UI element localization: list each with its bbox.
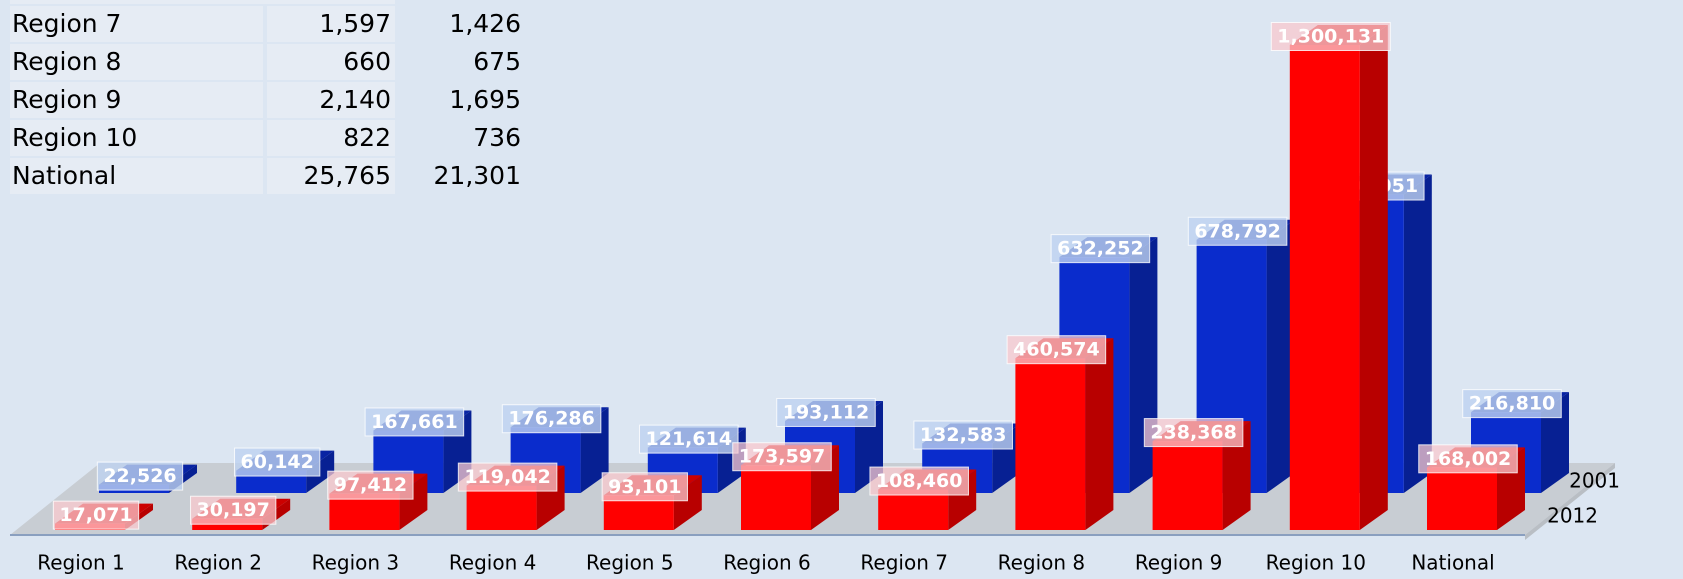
table-cell [10,158,263,194]
table-cell [10,120,263,156]
value-label: 193,112 [783,401,870,423]
bar-side [1359,25,1388,530]
value-label: 22,526 [103,465,176,487]
table-cell [267,6,395,42]
x-tick-label: Region 2 [174,551,262,575]
value-label-box [639,424,739,454]
x-tick-label: Region 6 [723,551,811,575]
value-label: 1,300,131 [1277,26,1384,48]
table-label: Region 10 [12,123,137,152]
value-label-box [913,420,1013,450]
value-label: 108,460 [876,470,963,492]
x-tick-label: Region 5 [586,551,674,575]
table-cell [267,120,395,156]
bar [1015,358,1086,530]
bar [1427,467,1497,530]
table-label: Region 9 [12,85,121,114]
value-label-box [1050,234,1151,264]
bar-side [1403,174,1432,494]
value-label-box [1187,216,1288,246]
table-value: 822 [343,123,391,152]
value-label-box [1270,22,1391,51]
value-label: 17,071 [59,504,132,526]
table-value: 660 [343,47,391,76]
table-cell [267,44,395,80]
x-tick-label: Region 7 [860,551,948,575]
value-label: 176,286 [508,408,595,430]
table-value: 2,140 [319,85,391,114]
depth-label: 2012 [1547,504,1598,528]
value-label: 632,252 [1057,238,1144,260]
value-label-box [234,447,321,477]
value-label: 460,574 [1013,339,1100,361]
table-label: Region 7 [12,9,121,38]
table-value: 675 [473,47,521,76]
table-value: 736 [473,123,521,152]
value-label: 678,792 [1194,220,1281,242]
value-label-box [190,495,277,525]
table-cell [267,82,395,118]
bar-side [1266,219,1295,494]
value-label: 173,597 [739,446,826,468]
floor-side [1525,463,1615,540]
value-label-box [869,466,969,496]
value-label: 167,661 [371,411,458,433]
value-label: 97,412 [334,474,407,496]
value-label: 238,368 [1150,422,1237,444]
x-tick-label: National [1411,551,1494,575]
value-label-box [776,397,876,427]
value-label-box [732,442,832,472]
bar [1289,45,1360,530]
table-cell [10,82,263,118]
table-value: 25,765 [304,161,391,190]
bar [878,489,949,530]
table-label: Region 8 [12,47,121,76]
table-value: 1,695 [449,85,521,114]
x-tick-label: Region 4 [449,551,537,575]
value-label-box [1006,335,1107,365]
x-tick-label: Region 9 [1135,551,1223,575]
x-tick-label: Region 3 [312,551,400,575]
value-label: 216,810 [1469,393,1556,415]
table-cut-row [10,0,395,4]
value-label: 132,583 [920,424,1007,446]
bar-side [1085,338,1114,530]
value-label-box [601,472,688,502]
bar [741,465,811,530]
bar [329,493,400,530]
x-tick-label: Region 8 [998,551,1086,575]
value-label-box [457,462,558,492]
x-tick-label: Region 1 [37,551,125,575]
table-cell [267,158,395,194]
value-label: 168,002 [1425,448,1512,470]
value-label-box [1418,444,1518,474]
value-label: 30,197 [197,499,270,521]
value-label-box [364,407,465,437]
value-label-box [1143,418,1244,448]
value-label: 119,042 [464,466,551,488]
bar-side [399,473,428,530]
bar [1152,441,1223,530]
table-value: 21,301 [434,161,521,190]
value-label-box [1462,389,1562,419]
table-value: 1,426 [449,9,521,38]
table-cell [10,6,263,42]
value-label-box [501,404,602,434]
bar [466,485,537,530]
depth-label: 2001 [1569,469,1620,493]
value-label: 93,101 [608,476,681,498]
table-label: National [12,161,116,190]
table-value: 1,597 [319,9,391,38]
bar-side [673,475,702,530]
value-label: 121,614 [646,428,733,450]
value-label-box [327,470,414,500]
value-label: 60,142 [241,451,314,473]
x-tick-label: Region 10 [1266,551,1366,575]
bar-side [1222,421,1251,530]
table-cell [10,44,263,80]
value-label-box [96,461,184,491]
value-label-box [52,500,140,530]
